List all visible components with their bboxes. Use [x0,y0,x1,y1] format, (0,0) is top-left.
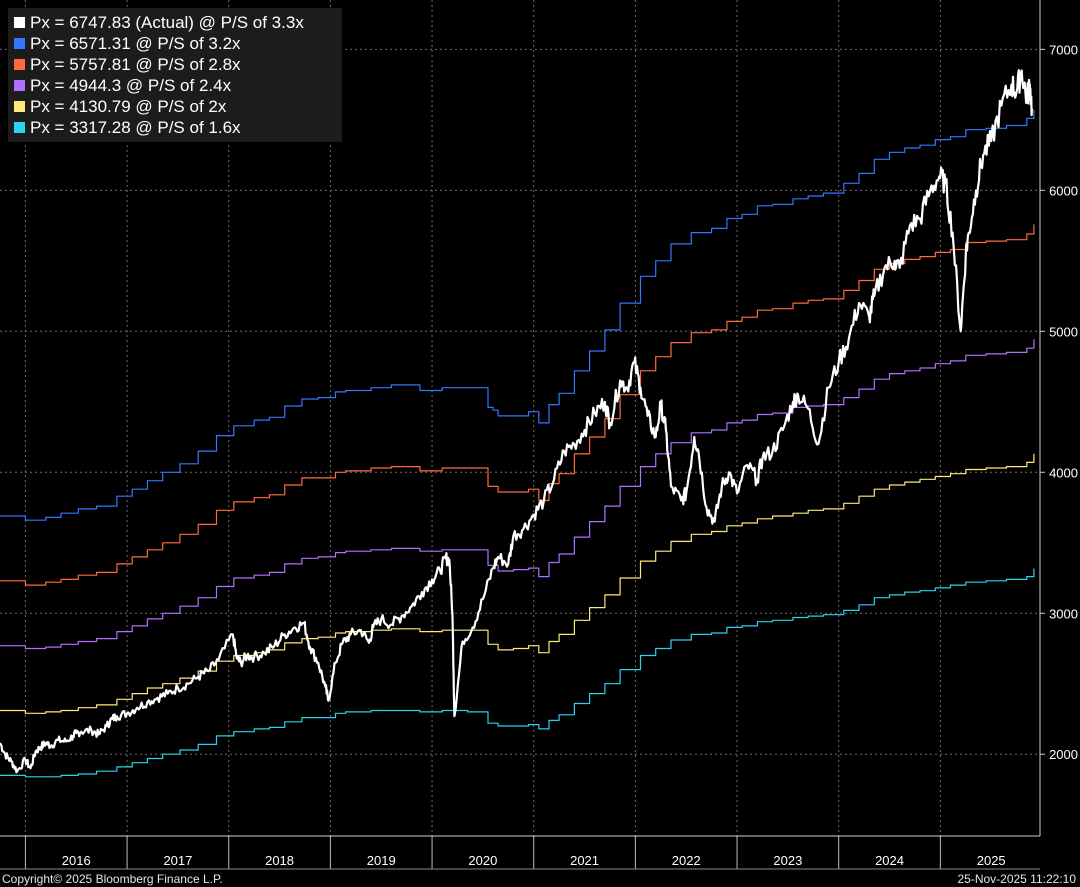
legend: Px = 6747.83 (Actual) @ P/S of 3.3x Px = … [8,8,342,142]
x-tick-label: 2025 [977,853,1006,868]
legend-swatch [14,17,25,28]
x-tick-label: 2020 [468,853,497,868]
axes: 2000 3000 4000 5000 6000 7000 2016 2017 2018 2019… [0,0,1078,870]
series-line-5 [0,568,1035,778]
y-tick-label: 5000 [1049,324,1078,339]
y-tick-label: 2000 [1049,747,1078,762]
legend-swatch [14,59,25,70]
legend-swatch [14,38,25,49]
legend-item: Px = 4130.79 @ P/S of 2x [14,96,332,117]
x-tick-label: 2017 [163,853,192,868]
legend-item: Px = 6571.31 @ P/S of 3.2x [14,33,332,54]
legend-item: Px = 3317.28 @ P/S of 1.6x [14,117,332,138]
y-tick-label: 3000 [1049,606,1078,621]
x-tick-label: 2022 [672,853,701,868]
series-line-2 [0,224,1035,586]
x-tick-label: 2024 [875,853,904,868]
legend-swatch [14,122,25,133]
timestamp-text: 25-Nov-2025 11:22:10 [957,872,1076,886]
y-tick-label: 6000 [1049,183,1078,198]
legend-item: Px = 6747.83 (Actual) @ P/S of 3.3x [14,12,332,33]
series-line-0 [0,69,1033,774]
series-lines [0,69,1035,778]
x-tick-label: 2023 [773,853,802,868]
copyright-text: Copyright© 2025 Bloomberg Finance L.P. [2,872,223,886]
series-line-1 [0,109,1035,521]
legend-swatch [14,101,25,112]
x-tick-label: 2018 [265,853,294,868]
series-line-3 [0,339,1035,650]
legend-label: Px = 3317.28 @ P/S of 1.6x [30,117,241,137]
legend-swatch [14,80,25,91]
y-tick-label: 7000 [1049,42,1078,57]
x-tick-label: 2021 [570,853,599,868]
y-tick-label: 4000 [1049,465,1078,480]
x-tick-label: 2019 [367,853,396,868]
series-line-4 [0,453,1035,714]
legend-label: Px = 6571.31 @ P/S of 3.2x [30,33,241,53]
legend-label: Px = 4130.79 @ P/S of 2x [30,96,227,116]
legend-label: Px = 6747.83 (Actual) @ P/S of 3.3x [30,12,304,32]
x-tick-label: 2016 [62,853,91,868]
legend-item: Px = 5757.81 @ P/S of 2.8x [14,54,332,75]
legend-item: Px = 4944.3 @ P/S of 2.4x [14,75,332,96]
legend-label: Px = 5757.81 @ P/S of 2.8x [30,54,241,74]
legend-label: Px = 4944.3 @ P/S of 2.4x [30,75,232,95]
